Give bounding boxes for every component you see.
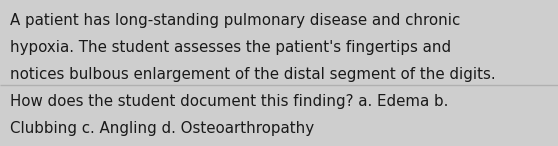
Text: How does the student document this finding? a. Edema b.: How does the student document this findi… [10, 94, 449, 109]
Text: A patient has long-standing pulmonary disease and chronic: A patient has long-standing pulmonary di… [10, 13, 460, 28]
Text: notices bulbous enlargement of the distal segment of the digits.: notices bulbous enlargement of the dista… [10, 67, 496, 82]
Text: hypoxia. The student assesses the patient's fingertips and: hypoxia. The student assesses the patien… [10, 40, 451, 55]
Text: Clubbing c. Angling d. Osteoarthropathy: Clubbing c. Angling d. Osteoarthropathy [10, 121, 314, 136]
